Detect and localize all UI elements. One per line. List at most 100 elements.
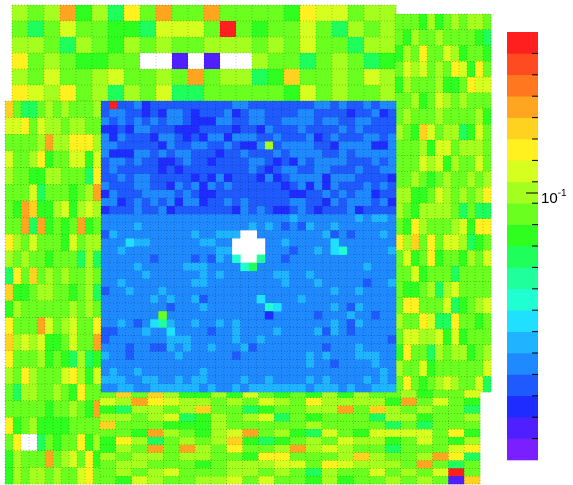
heatmap-cell xyxy=(77,467,86,485)
heatmap-cell xyxy=(248,311,257,320)
heatmap-cell xyxy=(215,165,225,175)
heatmap-cell xyxy=(28,69,45,86)
heatmap-cell xyxy=(93,267,102,285)
heatmap-cell xyxy=(379,246,389,255)
heatmap-cell xyxy=(223,149,233,158)
heatmap-cell xyxy=(256,165,266,175)
heatmap-cell xyxy=(289,181,298,191)
heatmap-cell xyxy=(346,198,356,207)
heatmap-cell xyxy=(435,187,444,204)
heatmap-cell xyxy=(338,165,348,175)
heatmap-cell xyxy=(109,125,118,134)
heatmap-cell xyxy=(163,429,180,438)
heatmap-cell xyxy=(387,383,397,393)
heatmap-cell xyxy=(248,327,257,336)
heatmap-cell xyxy=(93,450,102,468)
heatmap-cell xyxy=(297,286,307,296)
heatmap-cell xyxy=(400,460,417,469)
heatmap-cell xyxy=(314,230,323,239)
heatmap-cell xyxy=(419,281,428,298)
heatmap-cell xyxy=(158,270,167,280)
heatmap-cell xyxy=(330,343,339,352)
heatmap-cell xyxy=(337,468,354,477)
heatmap-cell xyxy=(403,140,412,157)
heatmap-cell xyxy=(240,335,249,344)
heatmap-cell xyxy=(322,214,331,223)
heatmap-cell xyxy=(53,267,62,285)
heatmap-cell xyxy=(191,278,200,288)
heatmap-cell xyxy=(93,200,102,218)
heatmap-cell xyxy=(199,109,208,118)
heatmap-cell xyxy=(37,400,46,418)
heatmap-cell xyxy=(314,133,323,142)
heatmap-cell xyxy=(207,165,217,175)
heatmap-cell xyxy=(125,343,135,352)
heatmap-cell xyxy=(207,254,217,263)
heatmap-cell xyxy=(435,234,444,251)
heatmap-cell xyxy=(475,92,484,109)
heatmap-cell xyxy=(45,267,54,285)
heatmap-cell xyxy=(101,214,110,223)
heatmap-cell xyxy=(297,383,307,393)
heatmap-cell xyxy=(101,133,110,142)
heatmap-cell xyxy=(346,286,356,296)
heatmap-cell xyxy=(355,206,364,215)
heatmap-cell xyxy=(371,327,380,336)
heatmap-cell xyxy=(483,360,492,377)
heatmap-cell xyxy=(199,367,208,377)
heatmap-cell xyxy=(179,390,196,399)
heatmap-cell xyxy=(435,203,444,220)
heatmap-cell xyxy=(150,383,159,393)
heatmap-cell xyxy=(182,238,192,247)
heatmap-cell xyxy=(314,173,323,183)
heatmap-cell xyxy=(338,319,348,328)
heatmap-cell xyxy=(289,319,298,328)
heatmap-cell xyxy=(37,467,46,485)
heatmap-cell xyxy=(322,383,331,393)
heatmap-cell xyxy=(380,21,397,38)
heatmap-cell xyxy=(108,37,125,54)
heatmap-cell xyxy=(232,375,241,385)
heatmap-cell xyxy=(443,281,452,298)
heatmap-cell xyxy=(140,53,157,70)
heatmap-cell xyxy=(117,230,126,239)
heatmap-cell xyxy=(204,37,221,54)
heatmap-cell xyxy=(158,343,167,352)
heatmap-cell xyxy=(355,214,364,223)
heatmap-cell xyxy=(92,5,109,22)
heatmap-cell xyxy=(158,157,167,166)
tick-label-base: 10 xyxy=(541,190,558,207)
heatmap-cell xyxy=(330,149,339,158)
heatmap-cell xyxy=(248,375,257,385)
heatmap-cell xyxy=(37,101,46,118)
heatmap-cell xyxy=(459,344,468,361)
heatmap-cell xyxy=(204,21,221,38)
heatmap-cell xyxy=(174,101,184,110)
heatmap-cell xyxy=(395,344,404,361)
heatmap-cell xyxy=(355,189,364,199)
colorbar-segment xyxy=(507,353,538,375)
heatmap-cell xyxy=(256,117,266,126)
heatmap-cell xyxy=(290,429,307,438)
heatmap-cell xyxy=(37,450,46,468)
heatmap-cell xyxy=(60,21,77,38)
heatmap-cell xyxy=(61,200,70,218)
heatmap-cell xyxy=(290,437,307,446)
heatmap-cell xyxy=(435,360,444,377)
heatmap-cell xyxy=(314,214,323,223)
heatmap-cell xyxy=(297,262,307,272)
heatmap-cell xyxy=(37,250,46,268)
heatmap-cell xyxy=(256,222,266,231)
heatmap-cell xyxy=(467,77,476,94)
heatmap-cell xyxy=(264,173,274,183)
heatmap-cell xyxy=(387,254,397,263)
heatmap-cell xyxy=(182,286,192,296)
heatmap-cell xyxy=(69,434,78,451)
heatmap-cell xyxy=(53,450,62,468)
heatmap-cell xyxy=(191,367,200,377)
heatmap-cell xyxy=(400,397,417,406)
heatmap-cell xyxy=(289,230,298,239)
heatmap-cell xyxy=(435,250,444,267)
heatmap-cell xyxy=(117,125,126,134)
heatmap-cell xyxy=(109,327,118,336)
